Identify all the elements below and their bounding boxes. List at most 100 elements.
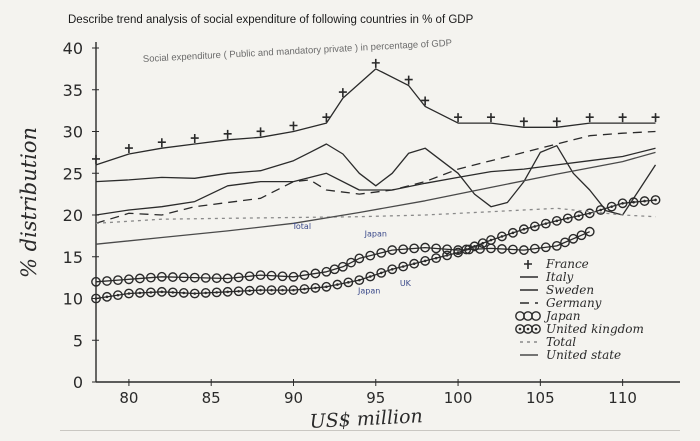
data-point-dotted-circle xyxy=(376,267,387,278)
legend-label: France xyxy=(545,257,589,271)
data-point-circle xyxy=(398,244,409,255)
y-tick-label: 5 xyxy=(73,331,83,350)
series-line xyxy=(95,207,656,224)
data-point-circle xyxy=(310,268,321,279)
data-point-dotted-circle xyxy=(277,285,288,296)
data-point-circle xyxy=(497,244,507,254)
data-point-dotted-circle xyxy=(354,275,365,286)
series-sweden xyxy=(95,147,656,216)
y-tick-label: 30 xyxy=(63,123,83,142)
legend-swatch xyxy=(515,311,541,321)
data-point-dot xyxy=(193,292,197,295)
data-point-cross xyxy=(322,113,331,123)
data-point-dotted-circle xyxy=(167,287,178,298)
data-point-circle xyxy=(211,273,222,284)
x-tick-label: 95 xyxy=(366,389,385,407)
data-point-dotted-circle xyxy=(124,288,134,299)
data-point-circle xyxy=(518,245,529,255)
data-point-dotted-circle xyxy=(134,288,145,298)
page-edge-line xyxy=(60,430,680,431)
data-point-dot xyxy=(149,291,153,294)
data-point-dot xyxy=(116,293,120,297)
data-point-dot xyxy=(522,227,526,231)
data-point-dotted-circle xyxy=(244,285,255,296)
data-point-dot xyxy=(105,295,109,299)
y-tick-label: 35 xyxy=(63,81,83,100)
data-point-dotted-circle xyxy=(453,247,463,258)
legend-swatch xyxy=(524,260,532,269)
data-point-dotted-circle xyxy=(562,213,573,224)
annotation-layer: Japan Total UK Japan xyxy=(291,222,411,295)
data-point-dot xyxy=(347,281,350,284)
data-point-dotted-circle xyxy=(113,290,123,301)
data-point-dot xyxy=(138,291,142,295)
annotation-label: Japan xyxy=(364,230,387,239)
data-point-cross xyxy=(190,134,199,144)
x-tick-label: 105 xyxy=(526,389,555,407)
data-point-dot xyxy=(204,291,208,295)
x-axis-label: US$ million xyxy=(309,405,423,433)
data-point-dot xyxy=(588,212,592,215)
data-point-dotted-circle xyxy=(584,208,595,219)
data-point-circle xyxy=(266,270,277,281)
data-point-dot xyxy=(544,222,548,225)
series-line xyxy=(95,151,656,245)
data-point-circle xyxy=(540,242,551,253)
legend-label: United kingdom xyxy=(546,322,644,336)
series-italy xyxy=(95,143,657,216)
data-point-dot xyxy=(237,289,240,293)
data-point-circle xyxy=(409,243,420,254)
y-axis-label: % distribution xyxy=(17,127,41,278)
data-point-dotted-circle xyxy=(255,285,266,296)
data-point-dot xyxy=(456,251,460,254)
data-point-dotted-circle xyxy=(518,224,529,235)
data-point-dot xyxy=(632,200,635,204)
data-point-dotted-circle xyxy=(529,221,540,232)
data-point-dot xyxy=(445,254,449,257)
data-point-circle xyxy=(156,271,167,282)
data-point-circle xyxy=(255,270,266,281)
series-united-kingdom xyxy=(91,195,661,304)
data-point-circle xyxy=(222,273,233,284)
data-point-dot xyxy=(127,292,131,295)
series-germany xyxy=(95,130,656,224)
x-tick-label: 80 xyxy=(119,389,138,407)
data-point-dot xyxy=(412,262,416,266)
data-point-circle xyxy=(584,226,595,237)
data-point-dotted-circle xyxy=(288,285,299,296)
data-point-cross xyxy=(486,113,495,123)
data-point-circle xyxy=(233,272,244,283)
data-point-dotted-circle xyxy=(299,284,310,294)
data-point-cross xyxy=(256,127,265,137)
data-point-dot xyxy=(226,290,229,294)
x-tick-label: 110 xyxy=(608,389,637,407)
data-point-circle xyxy=(113,275,123,286)
y-tick-label: 20 xyxy=(63,206,83,225)
data-point-dotted-circle xyxy=(540,218,551,229)
data-point-dot xyxy=(500,235,504,238)
data-point-dot xyxy=(171,291,175,294)
data-point-dot xyxy=(464,248,468,251)
data-point-circle xyxy=(420,242,431,253)
data-point-cross xyxy=(524,260,532,269)
data-point-circle xyxy=(346,257,356,268)
data-point-circle xyxy=(376,247,387,258)
data-point-dot xyxy=(281,288,284,292)
data-point-cross xyxy=(338,88,347,98)
data-point-circle xyxy=(299,270,310,281)
data-point-dot xyxy=(336,283,339,286)
data-point-circle xyxy=(576,230,587,241)
series-layer xyxy=(91,58,661,304)
data-point-cross xyxy=(157,138,166,148)
annotation-label: Japan xyxy=(357,286,380,295)
data-point-dot xyxy=(518,327,522,331)
data-point-cross xyxy=(289,121,298,131)
data-point-dot xyxy=(259,288,262,292)
data-point-circle xyxy=(568,233,579,244)
data-point-circle xyxy=(167,272,178,282)
annotation-label: UK xyxy=(400,279,412,288)
data-point-dot xyxy=(534,327,538,331)
data-point-cross xyxy=(92,154,100,164)
data-point-dot xyxy=(533,225,537,228)
